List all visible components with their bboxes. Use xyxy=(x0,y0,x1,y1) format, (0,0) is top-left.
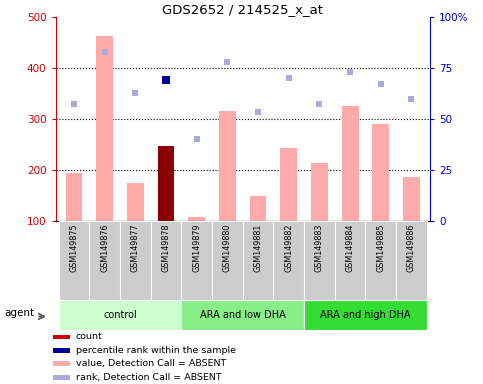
Bar xyxy=(127,183,144,221)
Text: GSM149877: GSM149877 xyxy=(131,223,140,272)
Bar xyxy=(120,221,151,300)
Bar xyxy=(311,163,328,221)
Bar xyxy=(273,221,304,300)
Point xyxy=(101,49,109,55)
Bar xyxy=(66,174,83,221)
Point xyxy=(70,101,78,108)
Text: GSM149883: GSM149883 xyxy=(315,223,324,271)
Bar xyxy=(89,221,120,300)
Title: GDS2652 / 214525_x_at: GDS2652 / 214525_x_at xyxy=(162,3,323,16)
Text: control: control xyxy=(103,310,137,320)
Bar xyxy=(403,177,420,221)
Bar xyxy=(53,361,70,366)
Bar xyxy=(341,106,358,221)
Bar xyxy=(243,221,273,300)
Bar xyxy=(58,300,181,330)
Bar xyxy=(53,375,70,380)
Bar xyxy=(53,348,70,353)
Text: GSM149875: GSM149875 xyxy=(70,223,78,272)
Point xyxy=(254,109,262,115)
Bar xyxy=(335,221,366,300)
Point xyxy=(408,96,415,102)
Bar xyxy=(157,146,174,221)
Text: rank, Detection Call = ABSENT: rank, Detection Call = ABSENT xyxy=(76,373,222,382)
Point xyxy=(162,77,170,83)
Point xyxy=(346,69,354,75)
Text: percentile rank within the sample: percentile rank within the sample xyxy=(76,346,236,355)
Text: GSM149881: GSM149881 xyxy=(254,223,263,271)
Text: GSM149886: GSM149886 xyxy=(407,223,416,271)
Text: GSM149882: GSM149882 xyxy=(284,223,293,271)
Bar xyxy=(181,221,212,300)
Bar xyxy=(219,111,236,221)
Bar xyxy=(366,221,396,300)
Text: GSM149876: GSM149876 xyxy=(100,223,109,271)
Text: GSM149884: GSM149884 xyxy=(346,223,355,271)
Bar xyxy=(96,36,113,221)
Point xyxy=(377,81,384,88)
Text: GSM149879: GSM149879 xyxy=(192,223,201,272)
Bar xyxy=(304,300,427,330)
Text: GSM149880: GSM149880 xyxy=(223,223,232,271)
Bar xyxy=(188,217,205,221)
Point xyxy=(315,101,323,107)
Bar xyxy=(151,221,181,300)
Text: agent: agent xyxy=(4,308,35,318)
Text: GSM149878: GSM149878 xyxy=(161,223,170,271)
Point xyxy=(131,89,139,96)
Text: GSM149885: GSM149885 xyxy=(376,223,385,271)
Text: count: count xyxy=(76,333,103,341)
Bar xyxy=(396,221,427,300)
Point xyxy=(193,136,200,142)
Bar xyxy=(280,148,297,221)
Text: ARA and high DHA: ARA and high DHA xyxy=(320,310,411,320)
Bar xyxy=(304,221,335,300)
Point xyxy=(162,77,170,83)
Bar xyxy=(250,196,267,221)
Bar xyxy=(212,221,243,300)
Text: ARA and low DHA: ARA and low DHA xyxy=(200,310,285,320)
Bar xyxy=(58,221,89,300)
Bar xyxy=(181,300,304,330)
Text: value, Detection Call = ABSENT: value, Detection Call = ABSENT xyxy=(76,359,226,368)
Bar xyxy=(53,334,70,339)
Bar xyxy=(372,124,389,221)
Point xyxy=(285,75,293,81)
Point xyxy=(224,58,231,65)
